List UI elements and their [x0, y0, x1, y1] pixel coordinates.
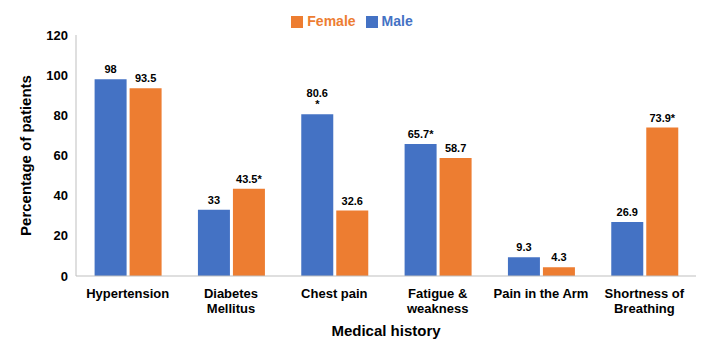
svg-text:80: 80 — [54, 108, 68, 123]
svg-text:DiabetesMellitus: DiabetesMellitus — [204, 286, 258, 316]
svg-text:98: 98 — [104, 63, 116, 75]
svg-text:43.5*: 43.5* — [236, 173, 262, 185]
svg-text:60: 60 — [54, 148, 68, 163]
html-text:Female: Female — [307, 13, 356, 29]
svg-text:Shortness ofBreathing: Shortness ofBreathing — [605, 286, 685, 316]
svg-text:58.7: 58.7 — [445, 142, 466, 154]
svg-text:100: 100 — [46, 68, 68, 83]
svg-text:26.9: 26.9 — [617, 206, 638, 218]
svg-text:120: 120 — [46, 28, 68, 43]
svg-text:Percentage of patients: Percentage of patients — [17, 75, 34, 236]
svg-text:4.3: 4.3 — [551, 251, 566, 263]
svg-text:40: 40 — [54, 188, 68, 203]
svg-text:33: 33 — [208, 194, 220, 206]
svg-text:80.6*: 80.6* — [307, 87, 328, 110]
svg-text:93.5: 93.5 — [135, 72, 156, 84]
html-text:Male: Male — [381, 13, 413, 29]
svg-text:65.7*: 65.7* — [408, 128, 434, 140]
svg-text:Medical history: Medical history — [331, 322, 441, 339]
svg-text:0: 0 — [61, 269, 68, 284]
svg-text:Fatigue &weakness: Fatigue &weakness — [406, 286, 468, 316]
svg-text:Chest pain: Chest pain — [301, 286, 368, 301]
svg-text:32.6: 32.6 — [342, 195, 363, 207]
svg-text:Hypertension: Hypertension — [86, 286, 169, 301]
svg-text:Pain in the Arm: Pain in the Arm — [494, 286, 589, 301]
svg-text:9.3: 9.3 — [516, 241, 531, 253]
svg-text:20: 20 — [54, 228, 68, 243]
svg-text:73.9*: 73.9* — [649, 112, 675, 124]
